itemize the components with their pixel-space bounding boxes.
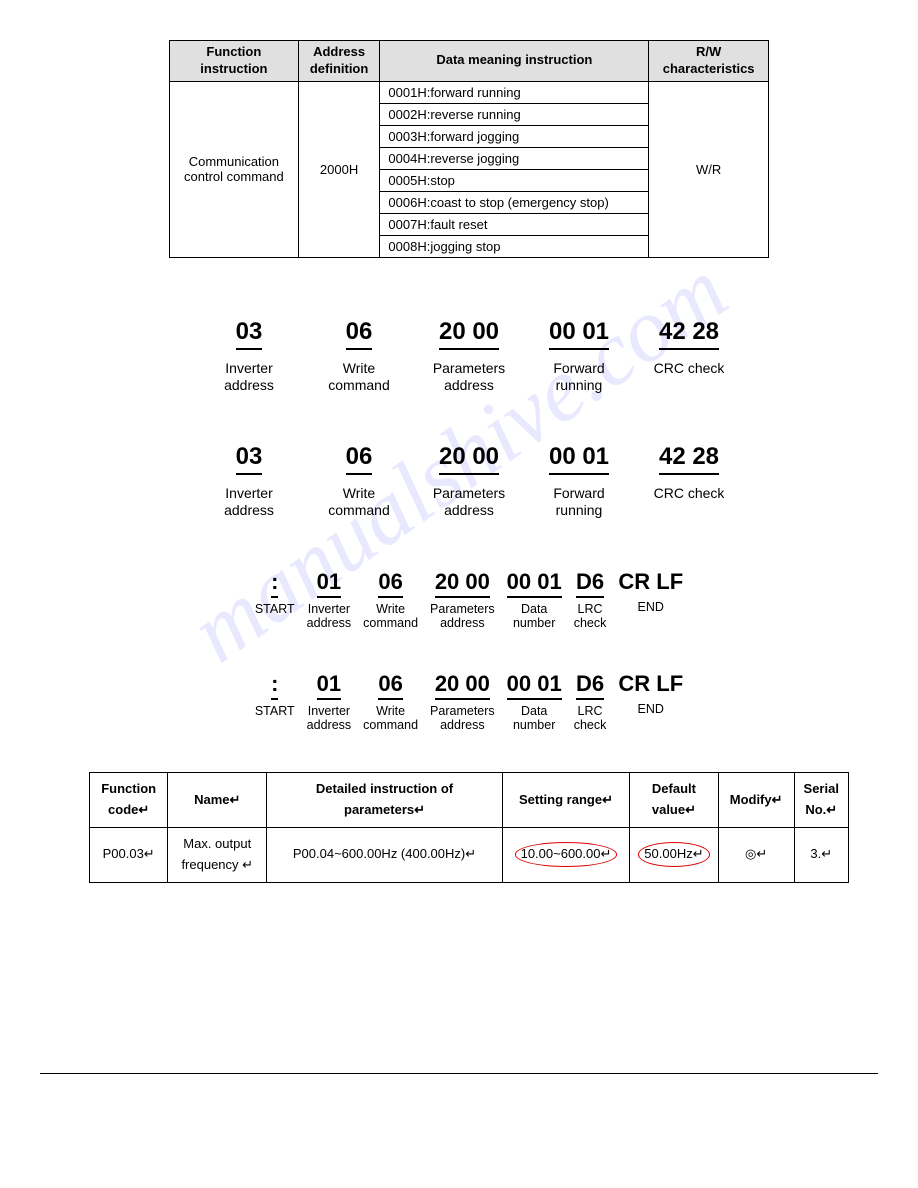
ascii1-val: 00 01 (507, 569, 562, 598)
t2-header-detail: Detailed instruction ofparameters↵ (267, 773, 503, 828)
t1-data-row: 0003H:forward jogging (380, 125, 649, 147)
rtu1-val: 42 28 (659, 318, 719, 350)
t2-header-serial: SerialNo.↵ (794, 773, 849, 828)
parameter-table: Functioncode↵ Name↵ Detailed instruction… (89, 772, 849, 882)
ascii2-lab: LRCcheck (574, 704, 607, 733)
rtu2-val: 42 28 (659, 443, 719, 475)
ascii2-lab: END (638, 702, 664, 716)
rtu2-lab: Forwardrunning (553, 485, 604, 519)
t2-code: P00.03↵ (90, 828, 168, 883)
rtu2-val: 20 00 (439, 443, 499, 475)
ascii-frame-2: :START 01Inverteraddress 06Writecommand … (80, 671, 858, 733)
rtu2-val: 03 (236, 443, 263, 475)
t2-default: 50.00Hz↵ (630, 828, 719, 883)
ascii1-lab: LRCcheck (574, 602, 607, 631)
t1-data-row: 0008H:jogging stop (380, 235, 649, 257)
t1-data-row: 0007H:fault reset (380, 213, 649, 235)
t1-data-row: 0005H:stop (380, 169, 649, 191)
t2-header-modify: Modify↵ (718, 773, 794, 828)
ascii2-lab: Datanumber (513, 704, 555, 733)
t1-data-row: 0006H:coast to stop (emergency stop) (380, 191, 649, 213)
rtu-frame-2: 03 Inverteraddress 06 Writecommand 20 00 Pa… (80, 443, 858, 519)
ascii2-val: 00 01 (507, 671, 562, 700)
t1-addr-value: 2000H (298, 81, 380, 257)
rtu1-lab: Parametersaddress (433, 360, 505, 394)
rtu2-lab: Inverteraddress (224, 485, 274, 519)
ascii2-val: CR LF (618, 671, 683, 698)
ascii2-val: D6 (576, 671, 604, 700)
ascii2-lab: Writecommand (363, 704, 418, 733)
rtu1-lab: Inverteraddress (224, 360, 274, 394)
t2-serial: 3.↵ (794, 828, 849, 883)
rtu2-lab: Writecommand (328, 485, 389, 519)
ascii-frame-1: :START 01Inverteraddress 06Writecommand … (80, 569, 858, 631)
t2-name: Max. outputfrequency ↵ (168, 828, 267, 883)
t1-data-row: 0002H:reverse running (380, 103, 649, 125)
rtu1-lab: Forwardrunning (553, 360, 604, 394)
ascii1-lab: Inverteraddress (307, 602, 351, 631)
t2-header-range: Setting range↵ (502, 773, 629, 828)
rtu1-val: 06 (346, 318, 373, 350)
t1-header-addr: Addressdefinition (298, 41, 380, 82)
ascii2-lab: Inverteraddress (307, 704, 351, 733)
t2-header-code: Functioncode↵ (90, 773, 168, 828)
t2-modify: ◎↵ (718, 828, 794, 883)
rtu1-val: 00 01 (549, 318, 609, 350)
t1-func-value: Communicationcontrol command (170, 81, 299, 257)
ascii2-lab: START (255, 704, 295, 718)
t2-header-name: Name↵ (168, 773, 267, 828)
ascii1-val: 01 (317, 569, 341, 598)
ascii1-lab: START (255, 602, 295, 616)
rtu2-lab: Parametersaddress (433, 485, 505, 519)
t1-rw-value: W/R (649, 81, 769, 257)
rtu1-lab: Writecommand (328, 360, 389, 394)
t1-header-data: Data meaning instruction (380, 41, 649, 82)
ascii2-lab: Parametersaddress (430, 704, 495, 733)
ascii1-val: 20 00 (435, 569, 490, 598)
ascii1-val: : (271, 569, 278, 598)
ascii1-val: CR LF (618, 569, 683, 596)
ascii2-val: 20 00 (435, 671, 490, 700)
rtu2-lab: CRC check (654, 485, 725, 502)
t2-range: 10.00~600.00↵ (502, 828, 629, 883)
t1-data-row: 0001H:forward running (380, 81, 649, 103)
ascii1-lab: Writecommand (363, 602, 418, 631)
rtu2-val: 06 (346, 443, 373, 475)
t2-header-default: Defaultvalue↵ (630, 773, 719, 828)
ascii1-lab: Datanumber (513, 602, 555, 631)
command-table: Functioninstruction Addressdefinition Da… (169, 40, 769, 258)
ascii1-val: D6 (576, 569, 604, 598)
ascii1-lab: Parametersaddress (430, 602, 495, 631)
t1-header-func: Functioninstruction (170, 41, 299, 82)
rtu2-val: 00 01 (549, 443, 609, 475)
t1-data-row: 0004H:reverse jogging (380, 147, 649, 169)
rtu1-val: 03 (236, 318, 263, 350)
ascii1-val: 06 (378, 569, 402, 598)
rtu1-lab: CRC check (654, 360, 725, 377)
t1-header-rw: R/Wcharacteristics (649, 41, 769, 82)
ascii2-val: 01 (317, 671, 341, 700)
ascii2-val: 06 (378, 671, 402, 700)
rtu-frame-1: 03 Inverteraddress 06 Writecommand 20 00 Pa… (80, 318, 858, 394)
t2-detail: P00.04~600.00Hz (400.00Hz)↵ (267, 828, 503, 883)
rtu1-val: 20 00 (439, 318, 499, 350)
footer-divider (40, 1073, 878, 1074)
ascii2-val: : (271, 671, 278, 700)
ascii1-lab: END (638, 600, 664, 614)
